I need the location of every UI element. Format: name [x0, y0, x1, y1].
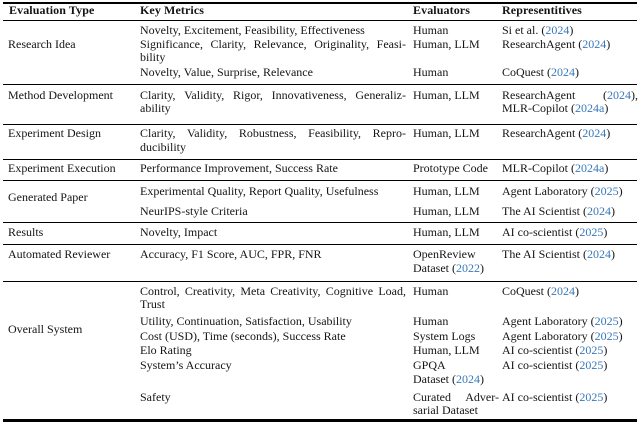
row-label-results: Results	[8, 225, 44, 239]
row-label-generated-paper: Generated Paper	[8, 190, 88, 204]
section-divider	[3, 281, 637, 283]
header-bottom-rule	[3, 19, 637, 21]
citation: ResearchAgent (2024),	[502, 88, 638, 102]
evaluators-cell: Curated Adver-	[413, 390, 499, 404]
citation: MLR-Copilot (2024a)	[502, 161, 609, 175]
citation-year-link[interactable]: 2024	[582, 126, 607, 140]
table-top-rule	[3, 2, 637, 5]
evaluators-cell: Human, LLM	[413, 87, 480, 102]
citation-year-link[interactable]: 2024	[545, 23, 570, 37]
citation-year-link[interactable]: 2025	[594, 313, 619, 328]
evaluators-cell-wrap: sarial Dataset	[413, 403, 478, 417]
section-divider	[3, 84, 637, 86]
citation-year-link[interactable]: 2024	[586, 203, 611, 218]
metrics-cell: Novelty, Value, Surprise, Relevance	[140, 65, 313, 79]
evaluators-cell: Human, LLM	[413, 36, 480, 51]
citation: AI co-scientist (2025)	[502, 343, 608, 357]
evaluators-cell: Human, LLM	[413, 126, 480, 140]
citation-year-link[interactable]: 2025	[579, 225, 604, 239]
metrics-cell: Novelty, Excitement, Feasibility, Effect…	[140, 23, 365, 37]
citation-year-link[interactable]: 2025	[594, 328, 619, 343]
citation: AI co-scientist (2025)	[502, 358, 608, 372]
column-header-evaluation-type: Evaluation Type	[9, 3, 95, 17]
metrics-cell-wrap: bility	[140, 50, 166, 64]
metrics-cell: Performance Improvement, Success Rate	[140, 161, 338, 175]
citation-year-link[interactable]: 2024	[586, 247, 611, 261]
citation: CoQuest (2024)	[502, 283, 579, 298]
row-label-automated-reviewer: Automated Reviewer	[8, 247, 111, 261]
evaluators-cell: Human	[413, 283, 449, 298]
evaluators-cell: GPQA	[413, 358, 446, 372]
citation: AI co-scientist (2025)	[502, 389, 608, 404]
metrics-cell: Elo Rating	[140, 343, 192, 357]
evaluators-cell: Human, LLM	[413, 203, 480, 218]
citation: Agent Laboratory (2025)	[502, 183, 623, 198]
metrics-cell: NeurIPS-style Criteria	[140, 203, 248, 218]
metrics-cell: System’s Accuracy	[140, 358, 232, 372]
metrics-cell: Control, Creativity, Meta Creativity, Co…	[140, 284, 406, 298]
row-label-research-idea: Research Idea	[8, 36, 76, 51]
citation: MLR-Copilot (2024a)	[502, 101, 609, 115]
evaluators-cell: System Logs	[413, 328, 476, 343]
citation-year-link[interactable]: 2025	[579, 343, 604, 357]
section-divider	[3, 123, 637, 125]
citation-year-link[interactable]: 2025	[594, 183, 619, 198]
section-divider	[3, 179, 637, 181]
citation-year-link[interactable]: 2024a	[575, 101, 605, 115]
metrics-cell: Significance, Clarity, Relevance, Origin…	[140, 37, 406, 51]
metrics-cell: Utility, Continuation, Satisfaction, Usa…	[140, 313, 352, 328]
citation: Agent Laboratory (2025)	[502, 313, 623, 328]
evaluators-cell-citation: Dataset (2022)	[413, 260, 484, 275]
metrics-cell: Clarity, Validity, Rigor, Innovativeness…	[140, 88, 406, 102]
citation-year-link[interactable]: 2024	[582, 36, 607, 51]
metrics-cell-wrap: ducibility	[140, 139, 186, 154]
citation-year-link[interactable]: 2025	[579, 389, 604, 404]
row-label-experiment-execution: Experiment Execution	[8, 161, 116, 175]
evaluators-cell: Human	[413, 23, 449, 37]
citation: The AI Scientist (2024)	[502, 247, 615, 261]
citation-year-link[interactable]: 2024	[607, 88, 631, 102]
evaluators-cell: Human, LLM	[413, 183, 480, 198]
metrics-cell: Experimental Quality, Report Quality, Us…	[140, 183, 379, 198]
evaluators-cell: Human	[413, 65, 449, 79]
evaluators-cell: Human, LLM	[413, 225, 480, 239]
citation: AI co-scientist (2025)	[502, 225, 608, 239]
citation: Agent Laboratory (2025)	[502, 328, 623, 343]
column-header-key-metrics: Key Metrics	[140, 3, 205, 17]
metrics-cell-wrap: Trust	[140, 297, 165, 311]
evaluators-cell: Human, LLM	[413, 343, 480, 357]
citation: Si et al. (2024)	[502, 23, 574, 37]
citation: CoQuest (2024)	[502, 65, 579, 79]
citation: The AI Scientist (2024)	[502, 203, 615, 218]
evaluators-cell: OpenReview	[413, 247, 476, 261]
section-divider	[3, 244, 637, 246]
column-header-representitives: Representitives	[502, 3, 582, 17]
metrics-cell: Clarity, Validity, Robustness, Feasibili…	[140, 127, 406, 140]
metrics-cell: Accuracy, F1 Score, AUC, FPR, FNR	[140, 247, 322, 261]
metrics-cell: Novelty, Impact	[140, 225, 218, 239]
metrics-cell: Safety	[140, 389, 171, 404]
row-label-experiment-design: Experiment Design	[8, 126, 101, 140]
citation-year-link[interactable]: 2024	[551, 65, 575, 79]
citation-year-link[interactable]: 2022	[455, 260, 480, 275]
evaluators-cell: Prototype Code	[413, 161, 488, 175]
table-bottom-rule	[3, 419, 637, 422]
evaluators-cell-citation: Dataset (2024)	[413, 371, 484, 386]
metrics-cell: Cost (USD), Time (seconds), Success Rate	[140, 328, 346, 343]
evaluators-cell: Human	[413, 313, 449, 328]
citation-year-link[interactable]: 2024	[551, 283, 575, 298]
citation-year-link[interactable]: 2025	[579, 358, 604, 372]
row-label-method-development: Method Development	[8, 87, 113, 102]
metrics-cell-wrap: ability	[140, 101, 171, 115]
row-label-overall-system: Overall System	[8, 321, 83, 336]
citation: ResearchAgent (2024)	[502, 36, 611, 51]
section-divider	[3, 221, 637, 223]
section-divider	[3, 158, 637, 160]
column-header-evaluators: Evaluators	[413, 3, 471, 17]
citation: ResearchAgent (2024)	[502, 126, 611, 140]
citation-year-link[interactable]: 2024a	[575, 161, 605, 175]
citation-year-link[interactable]: 2024	[455, 371, 480, 386]
